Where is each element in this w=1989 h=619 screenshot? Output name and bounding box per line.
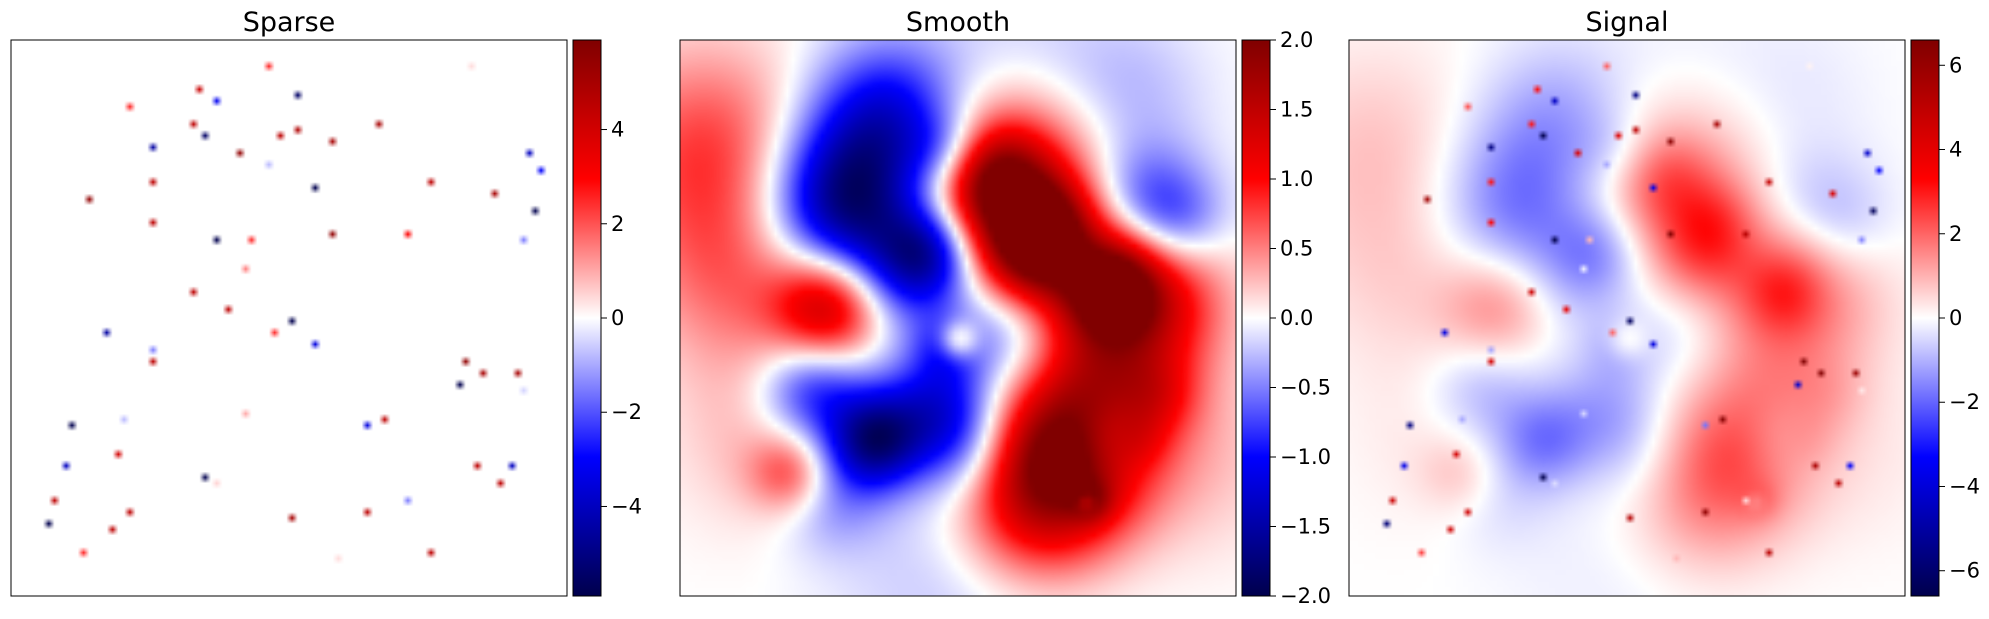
- colorbar-tick-label: 0: [1949, 306, 1962, 330]
- panel-signal: Signal 6 4 2 0 −2 −4 −6: [1348, 7, 1980, 597]
- colorbar-smooth: [1241, 39, 1271, 597]
- colorbar-sparse: [572, 39, 602, 597]
- colorbar-tick-label: 4: [1949, 138, 1962, 162]
- heatmap-image-signal: [1349, 40, 1905, 596]
- colorbar-tick-label: 0: [611, 306, 624, 330]
- colorbar-tick-label: 0.5: [1280, 237, 1313, 261]
- colorbar-tick-label: 2.0: [1280, 28, 1313, 52]
- colorbar-tick-label: −2: [611, 400, 642, 424]
- panel-title-sparse: Sparse: [243, 7, 336, 38]
- colorbar-tick-label: −4: [1949, 474, 1980, 498]
- heatmap-image-smooth: [680, 40, 1236, 596]
- colorbar-tick-label: 1.0: [1280, 167, 1313, 191]
- colorbar-tick-label: −2.0: [1280, 584, 1331, 608]
- colorbar-tick-label: −0.5: [1280, 376, 1331, 400]
- colorbar-tick-label: −4: [611, 494, 642, 518]
- colorbar-tick-label: 6: [1949, 53, 1962, 77]
- heatmap-image-sparse: [11, 40, 567, 596]
- panel-smooth: Smooth 2.0 1.5 1.0 0.5 0.0 −0.5 −1.0 −1.5 −2.0: [679, 7, 1331, 608]
- colorbar-tick-label: −2: [1949, 390, 1980, 414]
- colorbar-ticks-sparse: 4 2 0 −2 −4: [601, 118, 642, 518]
- colorbar-tick-label: 2: [611, 212, 624, 236]
- panel-title-signal: Signal: [1586, 7, 1669, 38]
- plot-frame-smooth: [679, 39, 1237, 597]
- colorbar-tick-label: 0.0: [1280, 306, 1313, 330]
- colorbar-tick-label: −6: [1949, 559, 1980, 583]
- plot-frame-signal: [1348, 39, 1906, 597]
- colorbar-tick-label: −1.0: [1280, 445, 1331, 469]
- panel-title-smooth: Smooth: [906, 7, 1010, 38]
- colorbar-tick-label: 4: [611, 118, 624, 142]
- plot-frame-sparse: [10, 39, 568, 597]
- colorbar-ticks-signal: 6 4 2 0 −2 −4 −6: [1939, 53, 1980, 583]
- colorbar-ticks-smooth: 2.0 1.5 1.0 0.5 0.0 −0.5 −1.0 −1.5 −2.0: [1270, 28, 1331, 608]
- colorbar-tick-label: −1.5: [1280, 515, 1331, 539]
- panel-sparse: Sparse 4 2 0 −2 −4: [10, 7, 642, 597]
- colorbar-tick-label: 1.5: [1280, 98, 1313, 122]
- colorbar-tick-label: 2: [1949, 222, 1962, 246]
- colorbar-signal: [1910, 39, 1940, 597]
